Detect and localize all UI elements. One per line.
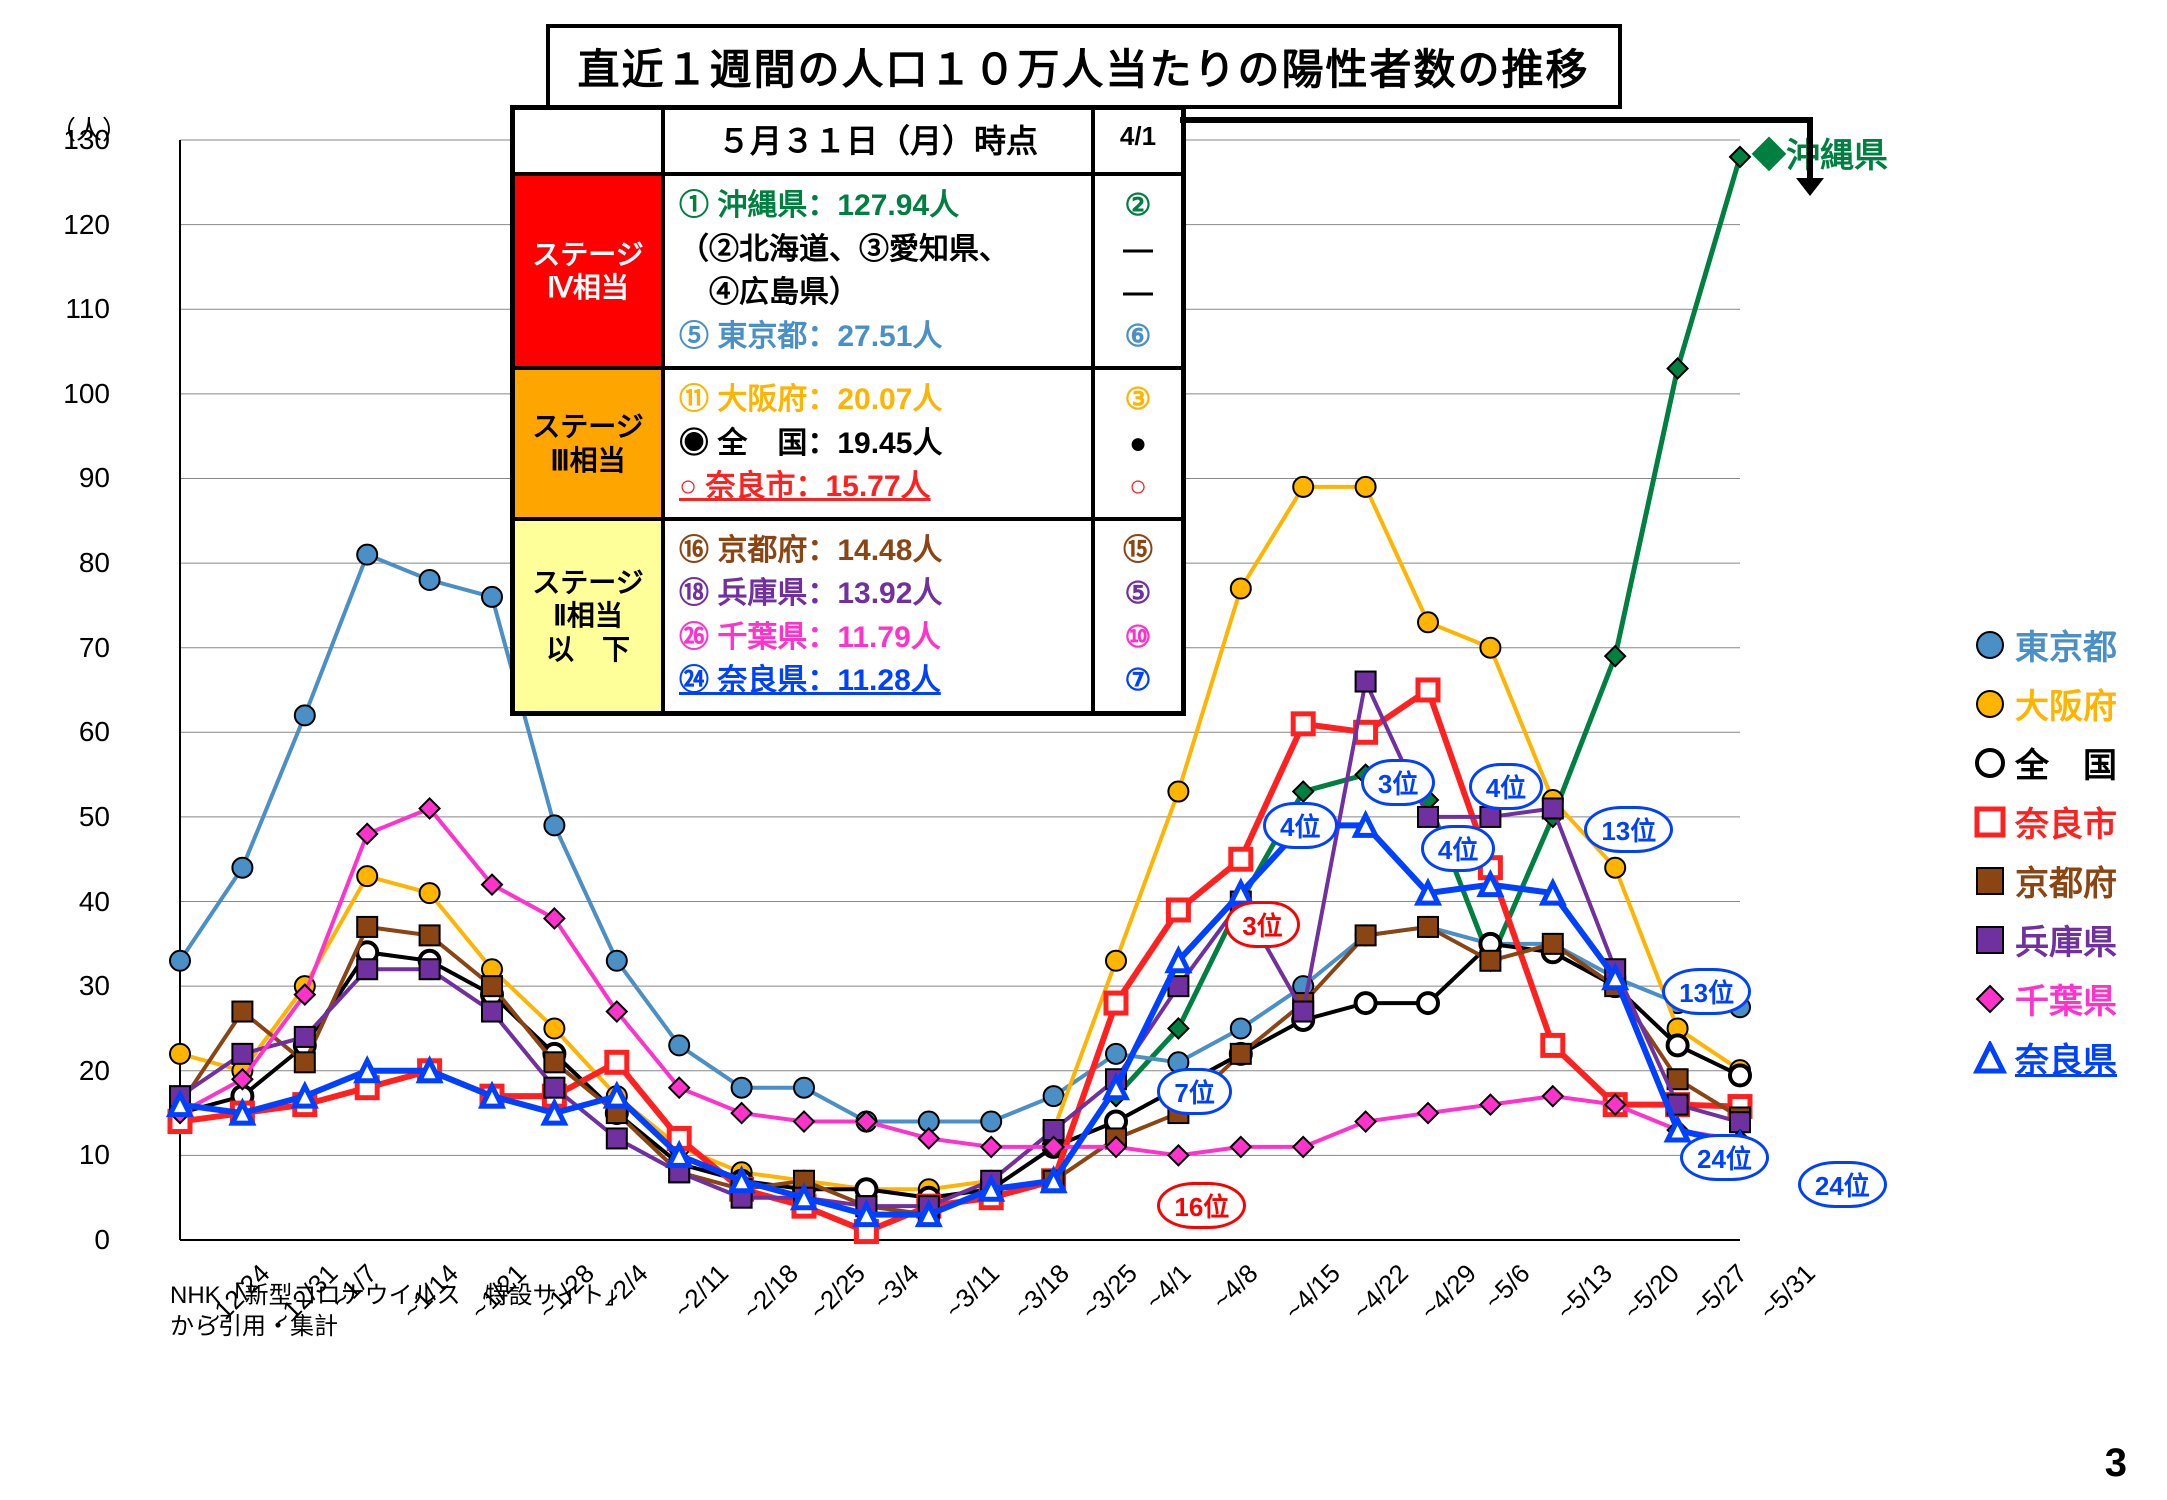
legend-rank: ⑮	[1101, 529, 1175, 573]
rank-bubble: 13位	[1662, 968, 1751, 1015]
legend-rank: ⑦	[1101, 659, 1175, 703]
legend-marker-icon	[1973, 628, 2007, 662]
y-tick-label: 30	[50, 970, 110, 1002]
rank-bubble: 4位	[1421, 825, 1495, 872]
legend-entry: ◉ 全 国：19.45人	[679, 422, 1077, 466]
legend-label: 奈良市	[2015, 797, 2117, 846]
y-tick-label: 110	[50, 293, 110, 325]
rank-bubble: 24位	[1798, 1161, 1887, 1208]
legend-ranks: ⑮⑤⑩⑦	[1093, 519, 1183, 713]
legend-entry: ⑯ 京都府：14.48人	[679, 529, 1077, 573]
series-legend-item: 全 国	[1973, 738, 2117, 787]
legend-rank: ●	[1101, 422, 1175, 466]
legend-stage-label: ステージⅣ相当	[513, 174, 663, 368]
legend-label: 千葉県	[2015, 974, 2117, 1023]
legend-label: 兵庫県	[2015, 915, 2117, 964]
svg-text:◆沖縄県: ◆沖縄県	[1751, 136, 1888, 175]
legend-entry: ⑪ 大阪府：20.07人	[679, 378, 1077, 422]
legend-rank: ③	[1101, 378, 1175, 422]
rank-bubble: 7位	[1157, 1068, 1231, 1115]
legend-marker-icon	[1973, 864, 2007, 898]
rank-bubble: 3位	[1361, 759, 1435, 806]
legend-header-date: ５月３１日（月）時点	[663, 108, 1093, 174]
y-tick-label: 20	[50, 1055, 110, 1087]
legend-marker-icon	[1973, 687, 2007, 721]
legend-entry: ① 沖縄県：127.94人	[679, 184, 1077, 228]
legend-rank: ②	[1101, 184, 1175, 228]
legend-label: 奈良県	[2015, 1033, 2117, 1082]
legend-ranks: ③●○	[1093, 368, 1183, 519]
legend-stage-label: ステージⅢ相当	[513, 368, 663, 519]
legend-marker-icon	[1973, 923, 2007, 957]
legend-entry: （②北海道、③愛知県、	[679, 228, 1077, 272]
chart-title: 直近１週間の人口１０万人当たりの陽性者数の推移	[545, 24, 1621, 109]
legend-table: ５月３１日（月）時点 4/1 ステージⅣ相当 ① 沖縄県：127.94人（②北海…	[510, 105, 1186, 716]
legend-entry: ④広島県）	[679, 271, 1077, 315]
legend-blank	[513, 108, 663, 174]
rank-bubble: 4位	[1469, 763, 1543, 810]
series-legend-item: 大阪府	[1973, 679, 2117, 728]
y-tick-label: 120	[50, 209, 110, 241]
series-legend-item: 千葉県	[1973, 974, 2117, 1023]
series-legend: 東京都 大阪府 全 国 奈良市 京都府 兵庫県 千葉県 奈良県	[1973, 620, 2117, 1092]
rank-bubble: 24位	[1680, 1134, 1769, 1181]
legend-entry: ⑤ 東京都：27.51人	[679, 315, 1077, 359]
y-tick-label: 10	[50, 1139, 110, 1171]
legend-entry: ○ 奈良市：15.77人	[679, 465, 1077, 509]
rank-bubble: 13位	[1584, 806, 1673, 853]
series-legend-item: 兵庫県	[1973, 915, 2117, 964]
legend-ranks: ②——⑥	[1093, 174, 1183, 368]
legend-label: 大阪府	[2015, 679, 2117, 728]
legend-marker-icon	[1973, 1041, 2007, 1075]
legend-label: 全 国	[2015, 738, 2117, 787]
legend-rank: ⑩	[1101, 616, 1175, 660]
rank-bubble: 16位	[1157, 1182, 1246, 1229]
y-tick-label: 50	[50, 801, 110, 833]
y-tick-label: 80	[50, 547, 110, 579]
legend-label: 京都府	[2015, 856, 2117, 905]
legend-rank: ○	[1101, 465, 1175, 509]
legend-marker-icon	[1973, 805, 2007, 839]
series-legend-item: 奈良県	[1973, 1033, 2117, 1082]
legend-marker-icon	[1973, 982, 2007, 1016]
chart-container: 直近１週間の人口１０万人当たりの陽性者数の推移 （人） ◆沖縄県 ５月３１日（月…	[0, 0, 2167, 1500]
legend-entry: ㉖ 千葉県：11.79人	[679, 616, 1077, 660]
legend-rank: ⑥	[1101, 315, 1175, 359]
legend-data: ⑯ 京都府：14.48人⑱ 兵庫県：13.92人㉖ 千葉県：11.79人㉔ 奈良…	[663, 519, 1093, 713]
series-legend-item: 京都府	[1973, 856, 2117, 905]
legend-rank: ⑤	[1101, 572, 1175, 616]
y-tick-label: 130	[50, 124, 110, 156]
series-legend-item: 奈良市	[1973, 797, 2117, 846]
legend-data: ⑪ 大阪府：20.07人◉ 全 国：19.45人○ 奈良市：15.77人	[663, 368, 1093, 519]
legend-data: ① 沖縄県：127.94人（②北海道、③愛知県、 ④広島県）⑤ 東京都：27.5…	[663, 174, 1093, 368]
y-tick-label: 0	[50, 1224, 110, 1256]
y-tick-label: 60	[50, 716, 110, 748]
legend-entry: ㉔ 奈良県：11.28人	[679, 659, 1077, 703]
legend-entry: ⑱ 兵庫県：13.92人	[679, 572, 1077, 616]
legend-marker-icon	[1973, 746, 2007, 780]
legend-rank: —	[1101, 271, 1175, 315]
y-tick-label: 100	[50, 378, 110, 410]
rank-bubble: 4位	[1263, 802, 1337, 849]
legend-label: 東京都	[2015, 620, 2117, 669]
rank-bubble: 3位	[1225, 901, 1299, 948]
series-legend-item: 東京都	[1973, 620, 2117, 669]
y-tick-label: 90	[50, 462, 110, 494]
legend-stage-label: ステージⅡ相当以 下	[513, 519, 663, 713]
legend-header-rankdate: 4/1	[1093, 108, 1183, 174]
page-number: 3	[2105, 1441, 2127, 1486]
y-tick-label: 70	[50, 632, 110, 664]
y-tick-label: 40	[50, 886, 110, 918]
legend-rank: —	[1101, 228, 1175, 272]
